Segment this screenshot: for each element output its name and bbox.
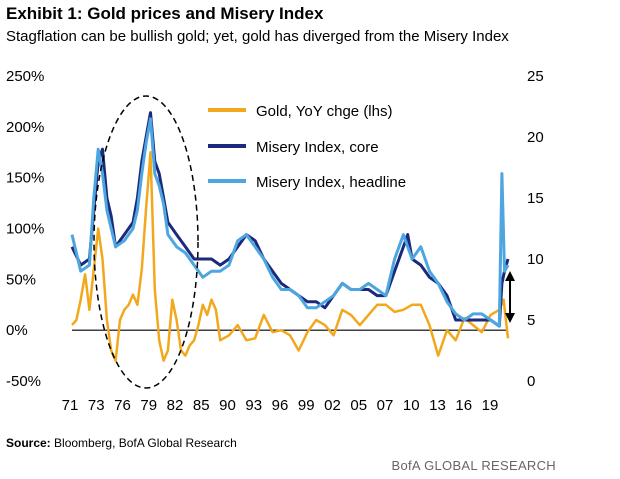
source-note: Source: Bloomberg, BofA Global Research [6, 436, 237, 450]
x-tick-label: 73 [88, 397, 105, 414]
right-tick-label: 25 [527, 68, 544, 85]
x-tick-label: 96 [272, 397, 289, 414]
range-arrow [505, 271, 515, 323]
x-tick-label: 76 [114, 397, 131, 414]
left-tick-label: 250% [6, 68, 44, 85]
left-tick-label: 50% [6, 271, 36, 288]
brand-footer: BofA GLOBAL RESEARCH [391, 458, 556, 473]
left-tick-label: -50% [6, 373, 41, 390]
right-axis-ticks: 0 5 10 15 20 25 [527, 68, 544, 390]
exhibit-subtitle: Stagflation can be bullish gold; yet, go… [6, 28, 509, 45]
x-tick-label: 07 [377, 397, 394, 414]
x-tick-label: 71 [62, 397, 79, 414]
x-tick-label: 19 [482, 397, 499, 414]
right-tick-label: 5 [527, 312, 535, 329]
legend-label-headline: Misery Index, headline [256, 174, 406, 191]
x-tick-label: 79 [140, 397, 157, 414]
legend-label-gold: Gold, YoY chge (lhs) [256, 103, 392, 120]
x-tick-label: 99 [298, 397, 315, 414]
x-tick-label: 82 [167, 397, 184, 414]
right-tick-label: 15 [527, 190, 544, 207]
x-tick-label: 02 [324, 397, 341, 414]
right-tick-label: 0 [527, 373, 535, 390]
source-label: Source: [6, 436, 51, 450]
x-tick-label: 16 [455, 397, 472, 414]
left-tick-label: 150% [6, 170, 44, 187]
x-tick-label: 93 [245, 397, 262, 414]
right-tick-label: 20 [527, 129, 544, 146]
source-text: Bloomberg, BofA Global Research [54, 436, 237, 450]
stagflation-ellipse [93, 95, 199, 389]
legend-label-core: Misery Index, core [256, 139, 379, 156]
exhibit-title: Exhibit 1: Gold prices and Misery Index [6, 4, 324, 23]
legend: Gold, YoY chge (lhs) Misery Index, core … [208, 103, 406, 191]
x-tick-label: 85 [193, 397, 210, 414]
gold-yoy-line [71, 151, 510, 362]
left-tick-label: 100% [6, 221, 44, 238]
x-tick-label: 10 [403, 397, 420, 414]
right-tick-label: 10 [527, 251, 544, 268]
misery-headline-line [70, 117, 510, 328]
x-tick-label: 05 [350, 397, 367, 414]
left-axis-ticks: -50% 0% 50% 100% 150% 200% 250% [6, 68, 44, 390]
x-tick-label: 13 [429, 397, 446, 414]
x-axis-ticks: 71 73 76 79 82 85 90 93 96 99 02 05 07 10 13 16 19 [62, 397, 499, 414]
series-group [70, 111, 510, 362]
left-tick-label: 200% [6, 119, 44, 136]
left-tick-label: 0% [6, 322, 28, 339]
x-tick-label: 90 [219, 397, 236, 414]
